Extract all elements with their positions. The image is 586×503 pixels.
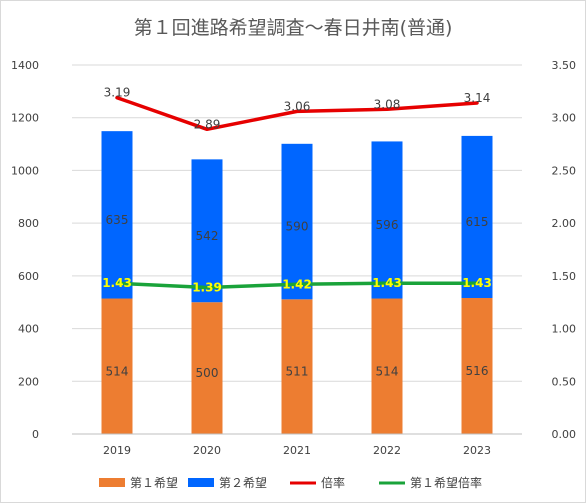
first-choice-ratio-label: 1.39 [192,280,222,294]
legend-ratio-label: 倍率 [321,475,345,490]
line-ratio [115,95,479,132]
bar-first-choice [281,299,313,434]
legend-first-choice-label: 第１希望 [130,475,178,490]
bar-first-choice-label: 516 [466,364,489,378]
left-tick-label: 800 [18,217,39,230]
legend: 第１希望 第２希望 倍率 第１希望倍率 [99,475,482,490]
legend-first-choice-swatch [99,478,125,487]
first-choice-ratio-label: 1.42 [282,277,312,291]
bar-first-choice [371,298,403,434]
bar-second-choice [461,135,493,298]
x-tick-label: 2020 [193,444,221,457]
legend-second-choice-swatch [188,478,214,487]
bar-first-choice [101,298,133,434]
bar-second-choice-label: 635 [106,213,129,227]
bar-second-choice [281,143,313,300]
bar-second-choice-label: 590 [286,220,309,234]
bar-first-choice [191,302,223,434]
line-first-choice-ratio [115,281,479,290]
bar-layer [101,131,493,434]
bar-first-choice-label: 511 [286,365,309,379]
line-layer [115,95,479,290]
bar-second-choice [191,159,223,303]
ratio-label: 3.19 [104,86,131,100]
left-tick-label: 400 [18,323,39,336]
chart-title: 第１回進路希望調査～春日井南(普通) [134,17,453,39]
right-tick-label: 0.00 [552,428,577,441]
right-tick-label: 0.50 [552,375,577,388]
x-axis: 2019 2020 2021 2022 2023 [72,433,522,457]
left-tick-label: 1400 [11,59,39,72]
ratio-label: 3.14 [464,91,491,105]
bar-second-choice-label: 596 [376,218,399,232]
legend-second-choice-label: 第２希望 [219,475,267,490]
ratio-label: 2.89 [194,117,221,131]
bar-first-choice [461,297,493,434]
first-choice-ratio-label: 1.43 [462,276,492,290]
label-layer: 514 635 500 542 511 590 514 596 516 615 3.19 2.89 3.… [102,86,492,380]
x-tick-label: 2021 [283,444,311,457]
bar-second-choice-label: 615 [466,215,489,229]
right-tick-label: 3.50 [552,59,577,72]
left-axis: 0 200 400 600 800 1000 1200 1400 [11,59,39,441]
right-tick-label: 3.00 [552,112,577,125]
x-tick-label: 2019 [103,444,131,457]
left-tick-label: 0 [32,428,39,441]
right-axis: 0.00 0.50 1.00 1.50 2.00 2.50 3.00 3.50 [552,59,577,441]
bar-first-choice-label: 500 [196,366,219,380]
bar-second-choice [371,141,403,299]
bar-second-choice-label: 542 [196,229,219,243]
x-tick-label: 2022 [373,444,401,457]
left-tick-label: 1000 [11,164,39,177]
right-tick-label: 1.00 [552,323,577,336]
left-tick-label: 200 [18,375,39,388]
left-tick-label: 600 [18,270,39,283]
ratio-label: 3.06 [284,99,311,113]
bar-first-choice-label: 514 [376,364,399,378]
left-tick-label: 1200 [11,112,39,125]
bar-first-choice-label: 514 [106,364,129,378]
right-tick-label: 2.50 [552,164,577,177]
legend-first-choice-ratio-label: 第１希望倍率 [410,475,482,490]
first-choice-ratio-label: 1.43 [372,276,402,290]
right-tick-label: 2.00 [552,217,577,230]
right-tick-label: 1.50 [552,270,577,283]
first-choice-ratio-label: 1.43 [102,276,132,290]
bar-second-choice [101,131,133,299]
ratio-label: 3.08 [374,97,401,111]
x-tick-label: 2023 [463,444,491,457]
